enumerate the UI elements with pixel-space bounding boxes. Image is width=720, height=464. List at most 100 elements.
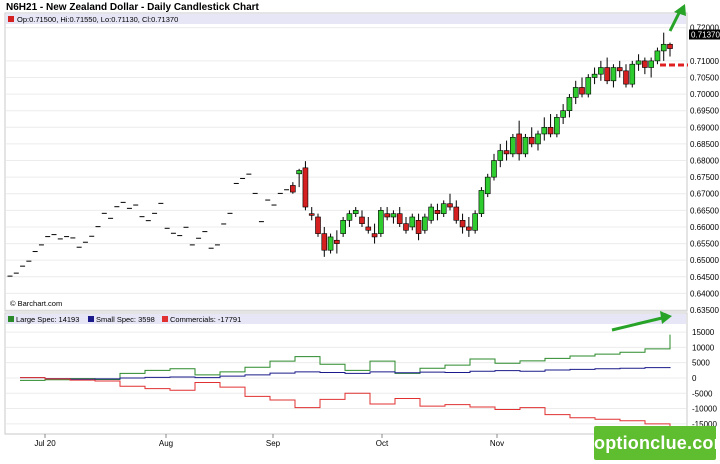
candle-body	[378, 210, 384, 234]
candle	[428, 203, 434, 224]
candle-body	[327, 236, 334, 251]
candle	[422, 213, 428, 234]
x-axis: Jul 20 Aug Sep Oct Nov	[34, 434, 504, 448]
candle	[302, 161, 309, 211]
candle	[547, 114, 554, 138]
candle-body	[296, 170, 302, 175]
candle	[497, 143, 504, 168]
candle-body	[547, 127, 554, 135]
candle	[560, 104, 566, 124]
candle-body	[572, 87, 579, 98]
candle-body	[396, 213, 403, 224]
price-tick-label: 0.67500	[690, 173, 719, 182]
candle-body	[472, 213, 478, 231]
chart-title: N6H21 - New Zealand Dollar - Daily Candl…	[6, 2, 259, 13]
price-arrow-head	[674, 4, 686, 16]
candle	[352, 207, 359, 217]
legend-small-marker	[88, 316, 94, 322]
candle	[478, 187, 485, 217]
candle	[642, 57, 648, 75]
candle-body	[478, 190, 485, 214]
candle-body	[308, 213, 315, 216]
candle	[434, 203, 441, 221]
candle	[484, 173, 491, 198]
candle	[604, 57, 610, 85]
price-tag: 0.71370	[691, 31, 720, 40]
price-tag-bg	[689, 29, 720, 40]
price-tick-label: 0.65500	[690, 240, 719, 249]
candle	[440, 200, 447, 217]
candle-body	[610, 67, 617, 82]
candle-body	[522, 136, 529, 155]
candle-body	[302, 167, 309, 208]
price-tick-label: 0.70500	[690, 73, 719, 82]
price-y-axis: 0.72000 0.71000 0.70500 0.70000 0.69500 0.690…	[690, 24, 719, 315]
candle-body	[440, 203, 447, 214]
cot-grid	[6, 331, 686, 425]
candle-body	[629, 63, 636, 85]
cot-tick-label: -10000	[692, 405, 717, 414]
cot-series-small-spec	[20, 366, 671, 380]
x-tick-label: Sep	[266, 439, 281, 448]
candle	[660, 32, 667, 61]
cot-tick-label: 0	[692, 374, 697, 383]
x-tick-label: Oct	[376, 439, 389, 448]
ohlc-marker	[8, 16, 14, 22]
candle	[554, 114, 560, 138]
price-tick-label: 0.69500	[690, 107, 719, 116]
candle	[403, 216, 409, 234]
candle-body	[616, 67, 623, 72]
candle	[667, 42, 673, 57]
legend-large: Large Spec: 14193	[16, 315, 79, 324]
candle-body	[447, 203, 453, 208]
candle	[610, 64, 617, 88]
price-pane	[4, 12, 688, 312]
candle	[409, 213, 416, 231]
candle	[598, 60, 604, 81]
x-tick-label: Nov	[490, 439, 504, 448]
candle	[623, 64, 629, 88]
cot-y-axis: 15000 10000 5000 0 -5000 -10000 -15000	[692, 328, 717, 429]
candle-body	[528, 136, 535, 145]
price-tick-label: 0.66500	[690, 206, 719, 215]
price-tick-label: 0.68500	[690, 140, 719, 149]
legend-commercials: Commercials: -17791	[170, 315, 241, 324]
price-tick-label: 0.67000	[690, 190, 719, 199]
candle-body	[428, 206, 434, 221]
price-tick-label: 0.70000	[690, 90, 719, 99]
candle-body	[340, 220, 346, 234]
legend-commercials-marker	[162, 316, 168, 322]
candle	[384, 207, 390, 221]
candle	[327, 233, 334, 254]
cot-tick-label: 5000	[692, 359, 710, 368]
candle-body	[554, 117, 560, 135]
candle	[535, 130, 541, 151]
cot-arrow-head	[660, 311, 672, 324]
candle-body	[654, 50, 661, 62]
candle	[528, 127, 535, 148]
legend-large-marker	[8, 316, 14, 322]
candle-body	[403, 223, 409, 231]
candle-body	[648, 60, 654, 68]
price-tick-label: 0.69000	[690, 123, 719, 132]
candle	[396, 207, 403, 227]
candle-body	[579, 87, 585, 95]
candle-body	[604, 67, 610, 82]
candle	[371, 223, 378, 244]
price-arrow-shaft	[668, 10, 682, 32]
candle-body	[466, 226, 472, 231]
candle	[447, 193, 453, 211]
cot-arrow-shaft	[611, 316, 663, 332]
cot-tick-label: 10000	[692, 343, 715, 352]
candle	[648, 57, 654, 78]
candle	[541, 117, 548, 141]
candle-body	[660, 43, 667, 52]
candle	[629, 60, 636, 88]
watermark: optionclue.com	[594, 426, 720, 460]
candle-body	[635, 60, 642, 65]
candle-body	[516, 133, 522, 155]
cot-tick-label: -15000	[692, 420, 717, 429]
candle-body	[541, 127, 548, 135]
candle-body	[359, 216, 365, 224]
